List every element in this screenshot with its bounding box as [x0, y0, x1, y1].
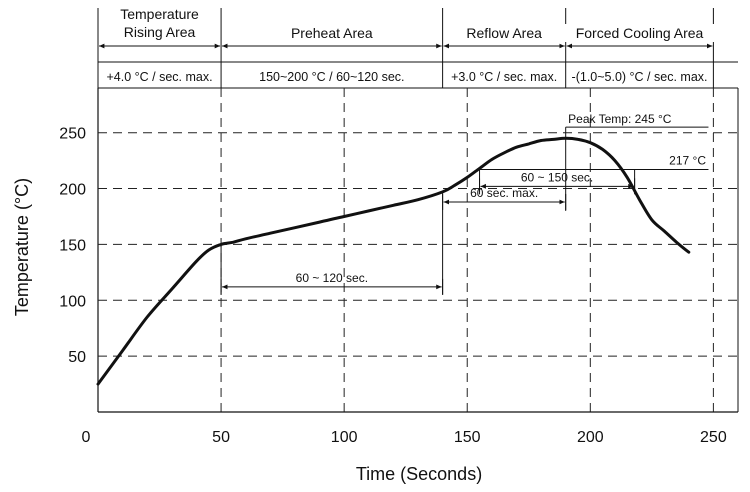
y-axis-label: Temperature (°C) [12, 178, 32, 316]
y-tick-label: 200 [59, 182, 86, 199]
peak-temp-label: Peak Temp: 245 °C [568, 112, 672, 126]
preheat-span-label: 60 ~ 120 sec. [296, 271, 368, 285]
y-tick-label: 50 [68, 349, 86, 366]
area-label-bg [457, 24, 552, 42]
x-tick-label: 250 [700, 429, 727, 446]
y-tick-label: 100 [59, 293, 86, 310]
area-name: Forced Cooling Area [576, 25, 704, 41]
reflow-span-label: 60 sec. max. [470, 186, 538, 200]
liquidus-label: 217 °C [669, 154, 706, 168]
x-axis-label: Time (Seconds) [356, 464, 482, 484]
y-tick-label: 250 [59, 126, 86, 143]
area-header [98, 61, 738, 89]
tal-span-label: 60 ~ 150 sec. [521, 170, 593, 184]
area-rate: +3.0 °C / sec. max. [451, 70, 557, 84]
x-tick-label: 50 [212, 429, 230, 446]
area-rate: +4.0 °C / sec. max. [106, 70, 212, 84]
area-label-bg [112, 5, 207, 23]
area-name: Reflow Area [466, 25, 542, 41]
x-tick-label: 150 [454, 429, 481, 446]
area-name: Rising Area [124, 24, 196, 40]
temperature-profile-line [96, 136, 691, 386]
area-name: Temperature [120, 6, 199, 22]
y-tick-label: 150 [59, 237, 86, 254]
area-label-bg [112, 23, 207, 41]
area-name: Preheat Area [291, 25, 373, 41]
area-label-bg [561, 24, 718, 42]
x-tick-label: 100 [331, 429, 358, 446]
x-tick-label: 0 [82, 429, 91, 446]
area-rate: -(1.0~5.0) °C / sec. max. [572, 70, 708, 84]
area-label-bg [281, 24, 383, 42]
x-tick-label: 200 [577, 429, 604, 446]
area-rate: 150~200 °C / 60~120 sec. [259, 70, 404, 84]
